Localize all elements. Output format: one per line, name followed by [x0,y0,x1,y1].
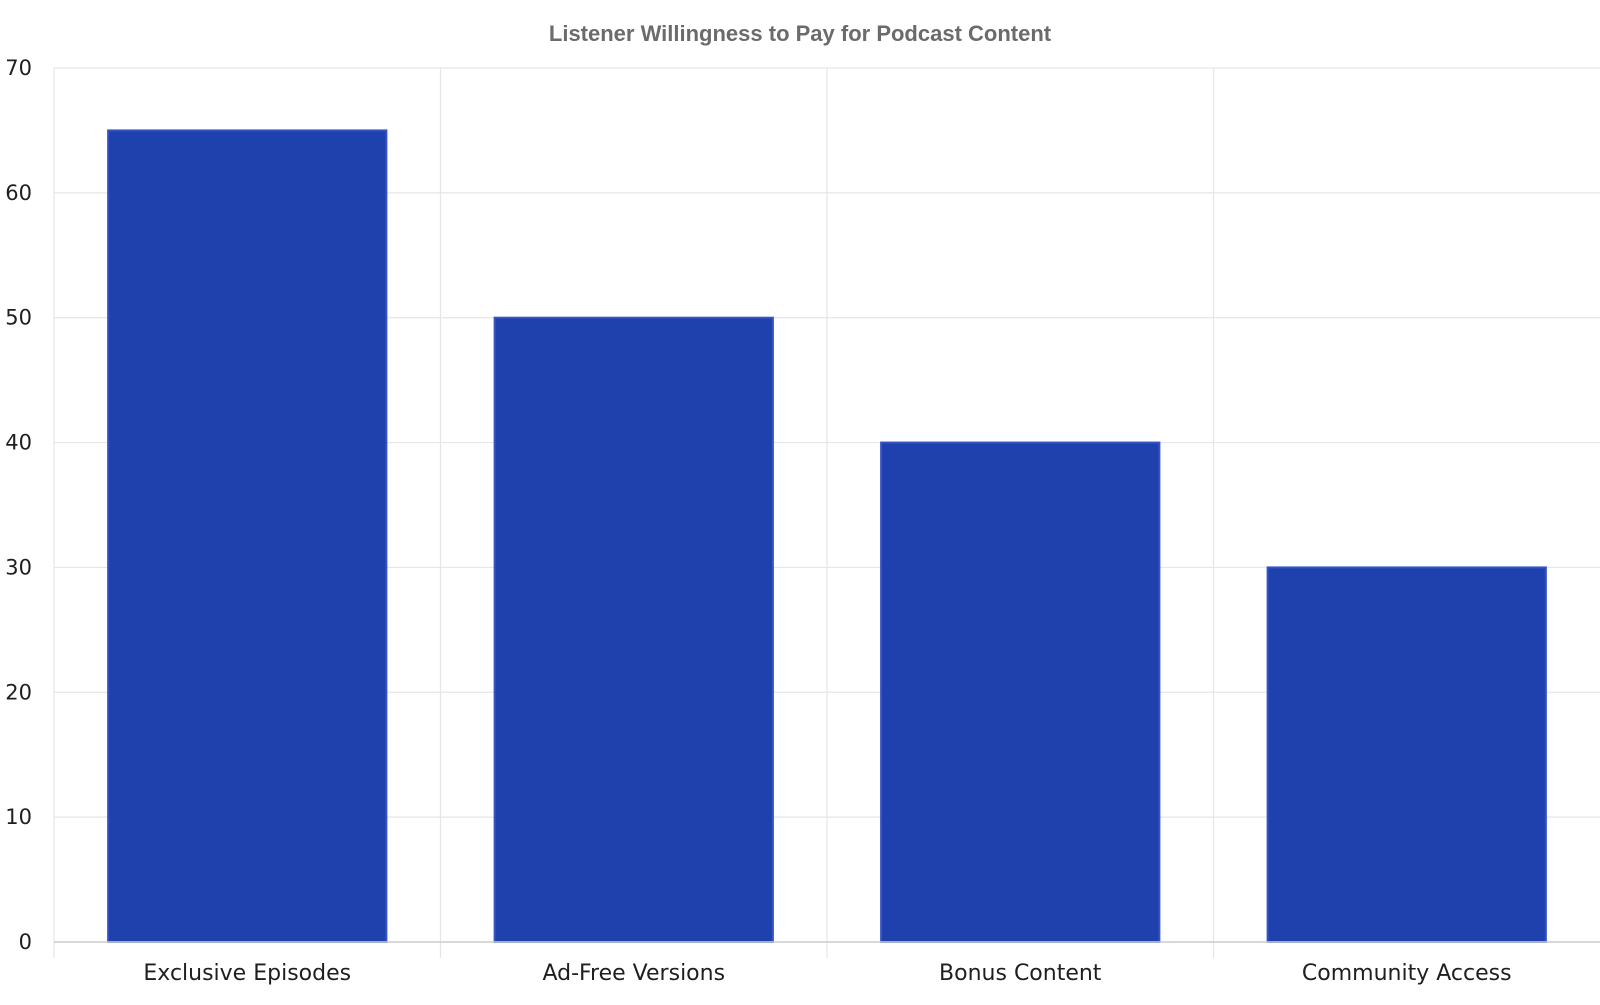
x-tick-label: Exclusive Episodes [143,961,351,986]
y-tick-label: 70 [5,56,32,80]
y-tick-label: 50 [5,306,32,330]
chart-title: Listener Willingness to Pay for Podcast … [549,21,1052,46]
label-layer: 0 10 20 30 40 50 60 70 Exclusive Episodes Ad-Free… [5,56,1511,986]
y-tick-label: 30 [5,555,32,579]
bar-3[interactable] [1266,566,1547,944]
x-tick-label: Ad-Free Versions [542,961,725,986]
axis-layer [53,68,1600,958]
y-tick-label: 60 [5,181,32,205]
bar-1[interactable] [493,316,774,943]
y-tick-label: 0 [19,930,32,954]
y-tick-label: 20 [5,680,32,704]
bar-2[interactable] [880,441,1161,943]
x-tick-label: Bonus Content [939,961,1102,986]
y-tick-label: 40 [5,431,32,455]
x-tick-label: Community Access [1302,961,1512,986]
y-tick-label: 10 [5,805,32,829]
bar-0[interactable] [107,129,388,943]
